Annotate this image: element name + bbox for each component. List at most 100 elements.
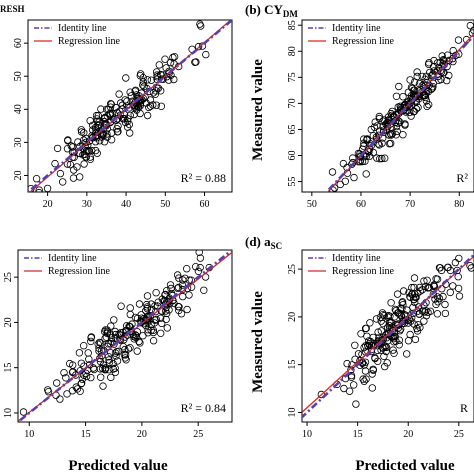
data-point [375,141,383,149]
data-point [399,301,407,309]
data-point [139,78,147,86]
data-point [359,375,367,383]
data-point [111,330,120,339]
data-point [373,154,381,162]
data-point [371,118,379,126]
data-point [114,122,122,130]
data-point [368,370,376,378]
data-point [422,311,431,320]
data-point [336,180,344,189]
data-point [429,82,437,91]
y-tick-label: 80 [287,46,298,56]
regression-line [29,20,232,192]
data-point [106,99,115,108]
legend-identity-label: Identity line [332,253,381,264]
data-point [67,142,75,150]
data-point [372,315,381,323]
data-point [405,108,414,117]
data-point [433,59,442,67]
data-point [149,101,157,109]
data-point [414,103,422,112]
legend-regression-label: Regression line [48,266,110,277]
data-point [354,350,363,358]
y-tick-label: 25 [287,264,298,274]
data-point [381,154,389,162]
data-point [468,29,474,37]
data-point [149,89,158,97]
data-point [362,375,370,383]
y-tick-label: 20 [287,312,298,322]
data-point [101,113,109,122]
data-point [374,328,382,336]
data-point [122,356,130,364]
data-point [103,133,111,141]
data-point [191,263,200,271]
data-point [95,136,104,145]
data-point [349,154,357,162]
data-point [415,283,424,292]
data-point [395,82,403,91]
data-point [404,337,413,345]
data-point [85,355,93,363]
y-tick-label: 60 [287,151,298,161]
data-point [426,68,434,77]
data-point [154,84,163,92]
data-point [75,173,84,181]
data-point [80,371,88,379]
data-point [357,330,365,338]
data-point [194,267,203,275]
data-point [422,307,430,315]
data-point [124,345,133,353]
data-point [82,147,91,155]
data-point [396,310,404,318]
data-point [56,169,65,178]
data-point [107,129,116,137]
data-point [53,379,61,387]
data-point [339,159,348,168]
data-point [26,196,33,203]
data-point [410,295,418,304]
data-point [157,71,165,79]
data-point [170,299,178,308]
x-tick-label: 15 [81,429,91,440]
data-point [375,114,384,123]
plot-frame [17,249,233,423]
x-tick-label: 10 [302,429,312,440]
x-tick-label: 15 [353,429,363,440]
data-point [133,347,141,355]
data-point [200,286,208,294]
data-point [432,300,440,309]
data-point [385,322,394,330]
data-point [379,122,387,131]
y-tick-label: 55 [287,177,298,187]
data-point [63,160,72,168]
y-tick-label: 85 [287,20,298,30]
y-axis-label-d: Measured value [250,291,266,393]
data-point [157,319,166,328]
data-point [111,327,119,336]
data-point [406,76,414,84]
data-point [466,21,474,30]
data-point [62,374,70,382]
data-point [111,364,119,372]
data-point [113,128,122,136]
data-point [439,56,448,64]
data-point [403,306,411,314]
data-point [196,263,204,272]
data-point [68,368,77,377]
data-point [410,107,418,116]
data-point [347,371,356,380]
data-point [194,42,203,51]
data-point [77,359,86,367]
data-point [405,99,413,108]
data-point [113,348,121,356]
data-point [370,123,379,131]
data-point [360,361,368,369]
data-point [390,349,398,357]
data-point [441,309,450,318]
data-point [85,361,94,369]
data-point [99,382,107,390]
data-point [170,53,179,61]
data-point [161,55,169,63]
panel-d: 10 15 20 25 10 15 20 25 Identity line Regression … [287,249,474,440]
